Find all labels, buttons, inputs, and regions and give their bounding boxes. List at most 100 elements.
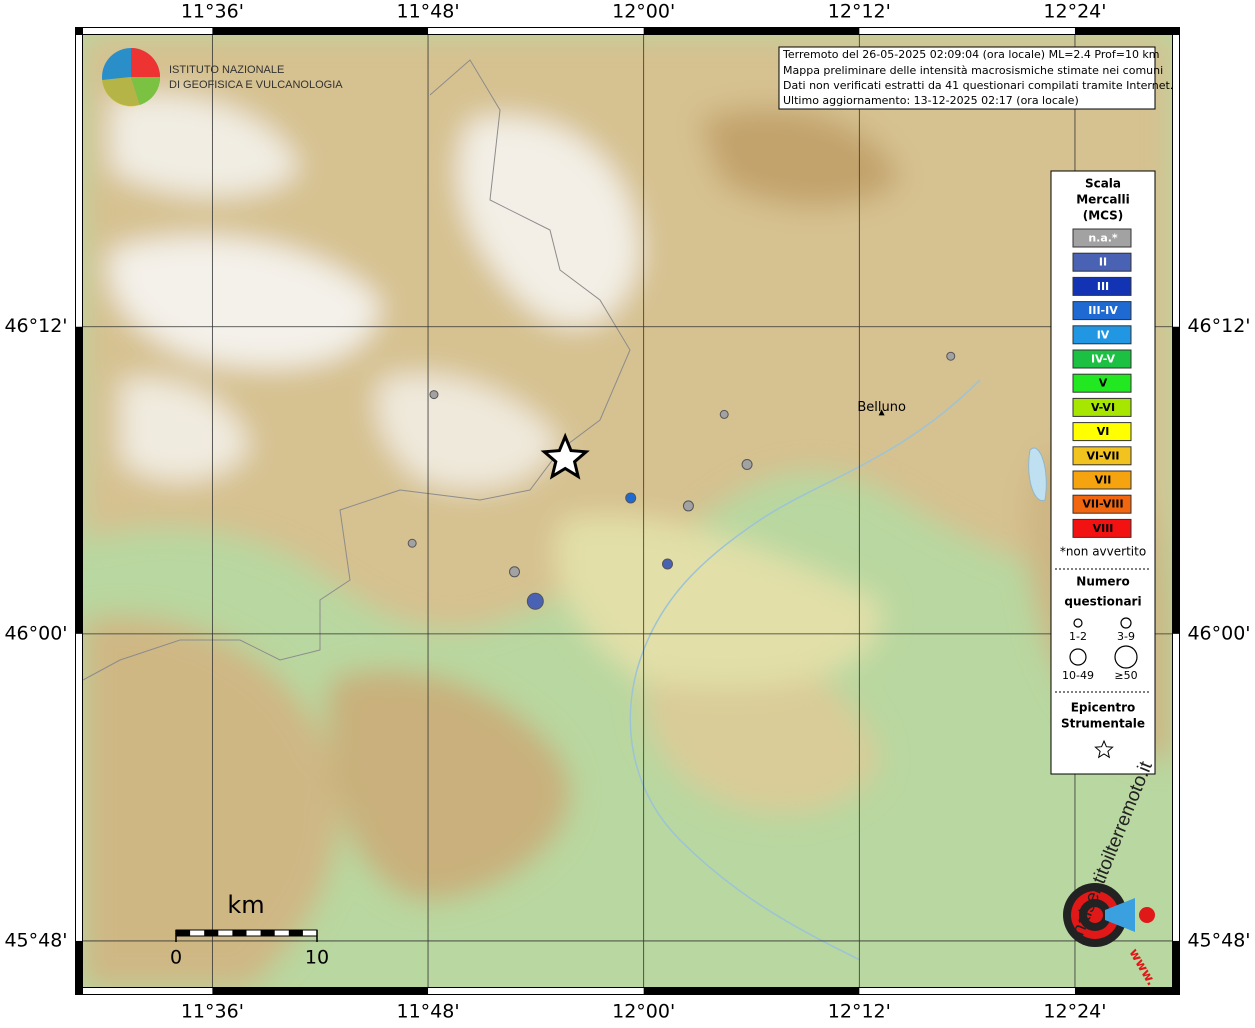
institute-name: ISTITUTO NAZIONALE xyxy=(169,64,284,76)
stripe xyxy=(859,28,1075,34)
scale-bar-segment xyxy=(176,930,191,936)
legend-size xyxy=(1114,645,1138,669)
scale-bar-segment xyxy=(288,930,303,936)
legend-swatch xyxy=(1072,446,1132,466)
intensity-point xyxy=(407,538,417,548)
legend-size xyxy=(1073,618,1083,628)
city-marker xyxy=(878,409,885,416)
legend-size xyxy=(1120,617,1132,629)
legend-label: VI xyxy=(1097,425,1110,438)
legend-swatch xyxy=(1072,373,1132,393)
legend-size-label: 10-49 xyxy=(1062,669,1094,682)
intensity-points: Belluno xyxy=(407,351,956,610)
x-tick-label: 12°12' xyxy=(828,1001,891,1023)
y-tick-label: 46°12' xyxy=(4,315,67,337)
legend-swatch xyxy=(1072,252,1132,272)
intensity-point xyxy=(509,566,521,578)
legend-size-label: 1-2 xyxy=(1069,630,1087,643)
scale-bar-segment xyxy=(260,930,275,936)
scale-bar: km 0 10 xyxy=(170,891,329,969)
intensity-point xyxy=(429,390,439,400)
stripe xyxy=(1173,35,1179,327)
legend-note: *non avvertito xyxy=(1060,545,1146,559)
scale-bar-segment xyxy=(204,930,219,936)
y-tick-label: 46°12' xyxy=(1187,315,1250,337)
legend: ScalaMercalli(MCS)n.a.*IIIIIIII-IVIVIV-V… xyxy=(1050,170,1156,775)
x-tick-label: 12°24' xyxy=(1043,1001,1106,1023)
y-tick-label: 45°48' xyxy=(4,929,67,951)
legend-label: IV-V xyxy=(1091,353,1116,366)
stripe xyxy=(859,988,1075,994)
info-line: Dati non verificati estratti da 41 quest… xyxy=(783,79,1173,92)
info-line: Mappa preliminare delle intensità macros… xyxy=(783,64,1163,77)
stripe xyxy=(1173,633,1179,941)
legend-swatch xyxy=(1072,470,1132,490)
legend-label: V-VI xyxy=(1091,401,1115,414)
legend-title: (MCS) xyxy=(1083,209,1124,223)
legend-label: VII xyxy=(1095,474,1112,487)
stripe xyxy=(83,28,213,34)
legend-swatch xyxy=(1072,397,1132,417)
x-tick-label: 12°00' xyxy=(612,1001,675,1023)
x-tick-label: 12°24' xyxy=(1043,1,1106,23)
epicenter-star xyxy=(1094,739,1114,759)
scale-unit: km xyxy=(227,891,264,919)
x-tick-label: 12°00' xyxy=(612,1,675,23)
legend-title: Strumentale xyxy=(1061,717,1145,731)
intensity-point xyxy=(625,492,637,504)
legend-title: questionari xyxy=(1064,595,1141,609)
ingv-logo: ISTITUTO NAZIONALE DI GEOFISICA E VULCAN… xyxy=(102,48,343,107)
stripe xyxy=(76,633,82,941)
legend-swatch xyxy=(1072,349,1132,369)
intensity-point xyxy=(719,409,729,419)
legend-size-label: ≥50 xyxy=(1114,669,1137,682)
x-tick-label: 11°36' xyxy=(181,1001,244,1023)
y-tick-label: 46°00' xyxy=(1187,622,1250,644)
legend-title: Numero xyxy=(1076,575,1129,589)
legend-size xyxy=(1069,648,1087,666)
legend-swatch xyxy=(1072,325,1132,345)
intensity-point xyxy=(946,351,956,361)
legend-swatch xyxy=(1072,228,1132,248)
legend-title: Scala xyxy=(1085,177,1121,191)
legend-label: V xyxy=(1099,377,1108,390)
legend-label: III xyxy=(1097,280,1109,293)
scale-label: 0 xyxy=(170,947,182,969)
legend-label: VI-VII xyxy=(1086,449,1119,462)
epicenter-star xyxy=(540,432,590,480)
city-label: Belluno xyxy=(857,400,906,415)
stripe xyxy=(428,988,644,994)
intensity-point xyxy=(682,500,694,512)
y-tick-label: 45°48' xyxy=(1187,929,1250,951)
legend-swatch xyxy=(1072,301,1132,321)
legend-label: II xyxy=(1099,256,1107,269)
intensity-point xyxy=(526,592,544,610)
x-tick-label: 11°48' xyxy=(396,1001,459,1023)
institute-name: DI GEOFISICA E VULCANOLOGIA xyxy=(169,79,343,91)
legend-swatch xyxy=(1072,518,1132,538)
x-tick-label: 11°48' xyxy=(396,1,459,23)
legend-label: IV xyxy=(1097,328,1110,341)
info-line: Ultimo aggiornamento: 13-12-2025 02:17 (… xyxy=(783,94,1079,107)
scale-label: 10 xyxy=(305,947,329,969)
terrain xyxy=(83,35,1172,987)
x-tick-label: 12°12' xyxy=(828,1,891,23)
y-tick-label: 46°00' xyxy=(4,622,67,644)
legend-swatch xyxy=(1072,276,1132,296)
info-line: Terremoto del 26-05-2025 02:09:04 (ora l… xyxy=(782,48,1160,61)
scale-bar-segment xyxy=(232,930,247,936)
stripe xyxy=(76,35,82,327)
intensity-point xyxy=(662,558,674,570)
x-tick-label: 11°36' xyxy=(181,1,244,23)
legend-title: Epicentro xyxy=(1071,701,1136,715)
legend-label: III-IV xyxy=(1088,304,1118,317)
graticule: 11°36' 11°36' 11°48' 11°48' 12°00' 12°00' 12°1… xyxy=(4,1,1250,1023)
legend-title: Mercalli xyxy=(1076,193,1130,207)
legend-swatch xyxy=(1072,422,1132,442)
legend-label: VII-VIII xyxy=(1082,498,1123,511)
intensity-point xyxy=(741,458,753,470)
frame-stripes xyxy=(76,28,1179,994)
stripe xyxy=(428,28,644,34)
legend-label: n.a.* xyxy=(1088,232,1118,245)
